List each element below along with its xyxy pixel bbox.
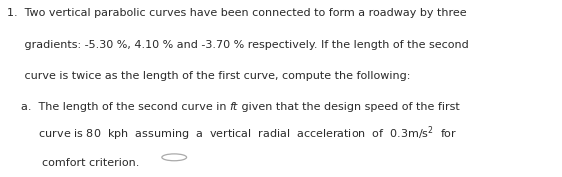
Text: gradients: -5.30 %, 4.10 % and -3.70 % respectively. If the length of the second: gradients: -5.30 %, 4.10 % and -3.70 % r… [7, 39, 469, 50]
Text: 1.  Two vertical parabolic curves have been connected to form a roadway by three: 1. Two vertical parabolic curves have be… [7, 8, 466, 18]
Text: a.  The length of the second curve in: a. The length of the second curve in [7, 102, 230, 112]
Text: curve is twice as the length of the first curve, compute the following:: curve is twice as the length of the firs… [7, 71, 410, 81]
Text: given that the design speed of the first: given that the design speed of the first [238, 102, 460, 112]
Text: comfort criterion.: comfort criterion. [7, 158, 139, 168]
Text: ft: ft [230, 102, 238, 112]
Text: curve is 80  kph  assuming  a  vertical  radial  acceleration  of  0.3m/s$^2$  f: curve is 80 kph assuming a vertical radi… [7, 125, 457, 143]
